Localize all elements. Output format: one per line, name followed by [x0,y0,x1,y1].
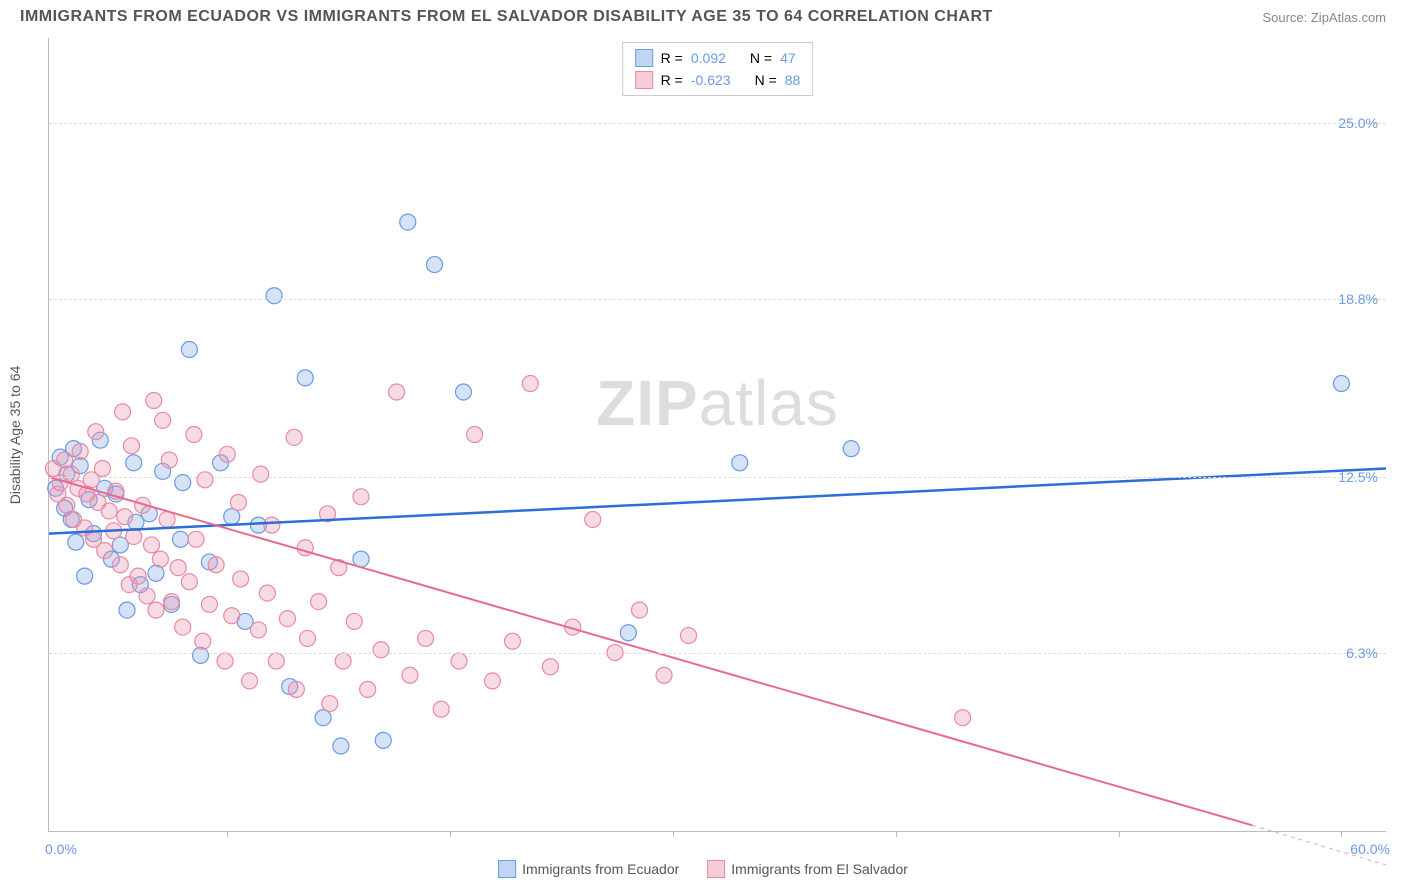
y-tick-label: 6.3% [1346,645,1378,661]
n-value-ecuador: 47 [780,50,796,66]
y-axis-label: Disability Age 35 to 64 [7,365,23,504]
scatter-plot [49,38,1386,831]
x-max-label: 60.0% [1350,841,1390,857]
r-value-elsalvador: -0.623 [691,72,731,88]
swatch-elsalvador-icon [707,860,725,878]
title-bar: IMMIGRANTS FROM ECUADOR VS IMMIGRANTS FR… [0,0,1406,30]
legend-row-elsalvador: R = -0.623 N = 88 [635,69,801,91]
x-min-label: 0.0% [45,841,77,857]
y-tick-label: 12.5% [1338,469,1378,485]
chart-title: IMMIGRANTS FROM ECUADOR VS IMMIGRANTS FR… [20,8,993,26]
chart-area: Disability Age 35 to 64 ZIPatlas R = 0.0… [48,38,1386,832]
swatch-ecuador [635,49,653,67]
y-tick-label: 25.0% [1338,115,1378,131]
r-value-ecuador: 0.092 [691,50,726,66]
legend-row-ecuador: R = 0.092 N = 47 [635,47,801,69]
correlation-legend: R = 0.092 N = 47 R = -0.623 N = 88 [622,42,814,96]
swatch-ecuador-icon [498,860,516,878]
n-value-elsalvador: 88 [785,72,801,88]
y-tick-label: 18.8% [1338,291,1378,307]
series-legend: Immigrants from Ecuador Immigrants from … [498,860,908,878]
legend-item-elsalvador: Immigrants from El Salvador [707,860,908,878]
legend-item-ecuador: Immigrants from Ecuador [498,860,679,878]
source-text: Source: ZipAtlas.com [1262,10,1386,25]
swatch-elsalvador [635,71,653,89]
